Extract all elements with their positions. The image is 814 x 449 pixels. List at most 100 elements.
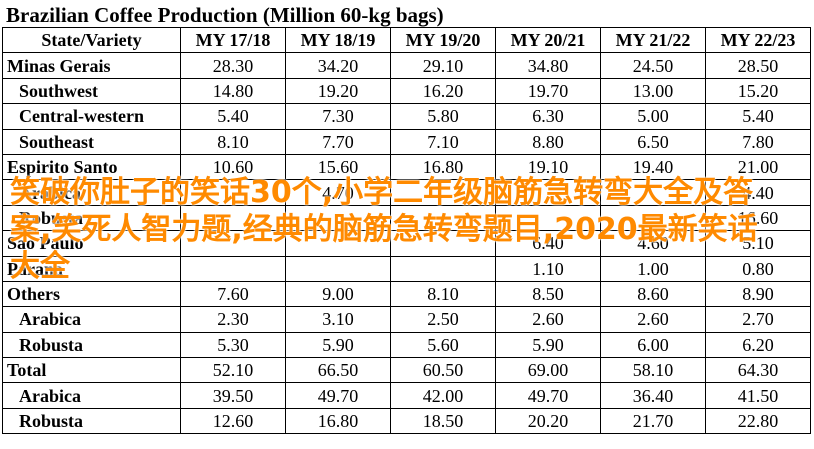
table-cell: 39.50 [180,382,286,409]
table-cell: 21.70 [600,407,706,435]
table-cell: 5.40 [180,103,286,130]
table-cell: 28.50 [705,52,811,79]
row-label: Espirito Santo [2,153,181,181]
table-row: Robusta 16.60 [2,204,811,232]
table-cell: 8.10 [180,128,286,155]
table-cell [495,204,601,232]
table-cell: 64.30 [705,357,811,384]
table-cell: 5.40 [705,103,811,130]
table-cell [180,255,286,282]
column-header: MY 17/18 [180,26,286,54]
row-label: Arabica [2,179,181,206]
table-cell: 15.20 [705,77,811,105]
table-cell: 41.50 [705,382,811,409]
column-header: State/Variety [2,26,181,54]
table-cell [390,204,496,232]
table-cell: 10.60 [180,153,286,181]
row-label: Central-western [2,103,181,130]
column-header: MY 19/20 [390,26,496,54]
table-cell: 42.00 [390,382,496,409]
table-cell: 22.80 [705,407,811,435]
row-label: Southwest [2,77,181,105]
table-cell: 0.80 [705,255,811,282]
table-cell: 8.10 [390,280,496,308]
table-cell: 69.00 [495,357,601,384]
table-cell [180,179,286,206]
row-label: Robusta [2,204,181,232]
table-row: Southeast 8.10 7.70 7.10 8.80 6.50 7.80 [2,128,811,155]
table-cell: 16.20 [390,77,496,105]
table-cell: 1.10 [495,255,601,282]
table-row: Total 52.10 66.50 60.50 69.00 58.10 64.30 [2,357,811,384]
table-cell: 6.30 [495,103,601,130]
table-cell: 8.60 [600,280,706,308]
table-cell: 34.80 [495,52,601,79]
table-cell: 14.80 [180,77,286,105]
table-cell: 5.80 [390,103,496,130]
table-cell [600,204,706,232]
table-cell: 8.80 [495,128,601,155]
table-cell: 7.10 [390,128,496,155]
table-row: Parana 1.10 1.00 0.80 [2,255,811,282]
column-header: MY 21/22 [600,26,706,54]
row-label: Arabica [2,306,181,333]
table-row: Minas Gerais 28.30 34.20 29.10 34.80 24.50 28.… [2,52,811,79]
table-cell: 19.10 [495,153,601,181]
table-cell: 58.10 [600,357,706,384]
column-header: MY 20/21 [495,26,601,54]
table-cell: 24.50 [600,52,706,79]
table-cell: 66.50 [285,357,391,384]
table-cell [600,179,706,206]
table-cell: 28.30 [180,52,286,79]
table-cell: 16.80 [285,407,391,435]
table-cell: 15.60 [285,153,391,181]
table-cell: 6.00 [600,331,706,359]
row-label: Others [2,280,181,308]
row-label: Southeast [2,128,181,155]
row-label: Robusta [2,331,181,359]
table-cell: 60.50 [390,357,496,384]
table-cell: 1.00 [600,255,706,282]
table-row: Central-western 5.40 7.30 5.80 6.30 5.00 5.40 [2,103,811,130]
table-cell: 18.50 [390,407,496,435]
column-header: MY 22/23 [705,26,811,54]
production-table: State/Variety MY 17/18 MY 18/19 MY 19/20… [2,26,811,435]
table-cell: 49.70 [495,382,601,409]
table-cell: 13.00 [600,77,706,105]
table-cell: 5.90 [285,331,391,359]
table-cell: 7.30 [285,103,391,130]
table-row: Others 7.60 9.00 8.10 8.50 8.60 8.90 [2,280,811,308]
table-row: Espirito Santo 10.60 15.60 16.80 19.10 19.40 2… [2,153,811,181]
header-row: State/Variety MY 17/18 MY 18/19 MY 19/20… [2,26,811,54]
table-cell: 34.20 [285,52,391,79]
table-cell [495,179,601,206]
table-cell: 2.60 [600,306,706,333]
table-cell: 2.70 [705,306,811,333]
table-cell: 36.40 [600,382,706,409]
table-cell [180,204,286,232]
table-row: Robusta 5.30 5.90 5.60 5.90 6.00 6.20 [2,331,811,359]
table-cell: 8.90 [705,280,811,308]
table-cell: 6.20 [705,331,811,359]
table-cell: 4.70 [285,179,391,206]
table-cell: 7.70 [285,128,391,155]
table-cell: 7.80 [705,128,811,155]
table-cell: 2.60 [495,306,601,333]
table-cell: 2.30 [180,306,286,333]
table-cell: 19.20 [285,77,391,105]
table-row: Arabica 4.70 4.40 [2,179,811,206]
table-cell: 16.80 [390,153,496,181]
table-cell: 5.30 [180,331,286,359]
table-row: Southwest 14.80 19.20 16.20 19.70 13.00 15.20 [2,77,811,105]
table-cell: 6.40 [495,230,601,257]
table-cell: 20.20 [495,407,601,435]
table-cell: 2.50 [390,306,496,333]
row-label: Minas Gerais [2,52,181,79]
table-row: Arabica 39.50 49.70 42.00 49.70 36.40 41.50 [2,382,811,409]
table-cell: 16.60 [705,204,811,232]
table-cell: 3.10 [285,306,391,333]
table-cell: 6.50 [600,128,706,155]
row-label: Sao Paulo [2,230,181,257]
table-cell: 4.60 [600,230,706,257]
row-label: Total [2,357,181,384]
